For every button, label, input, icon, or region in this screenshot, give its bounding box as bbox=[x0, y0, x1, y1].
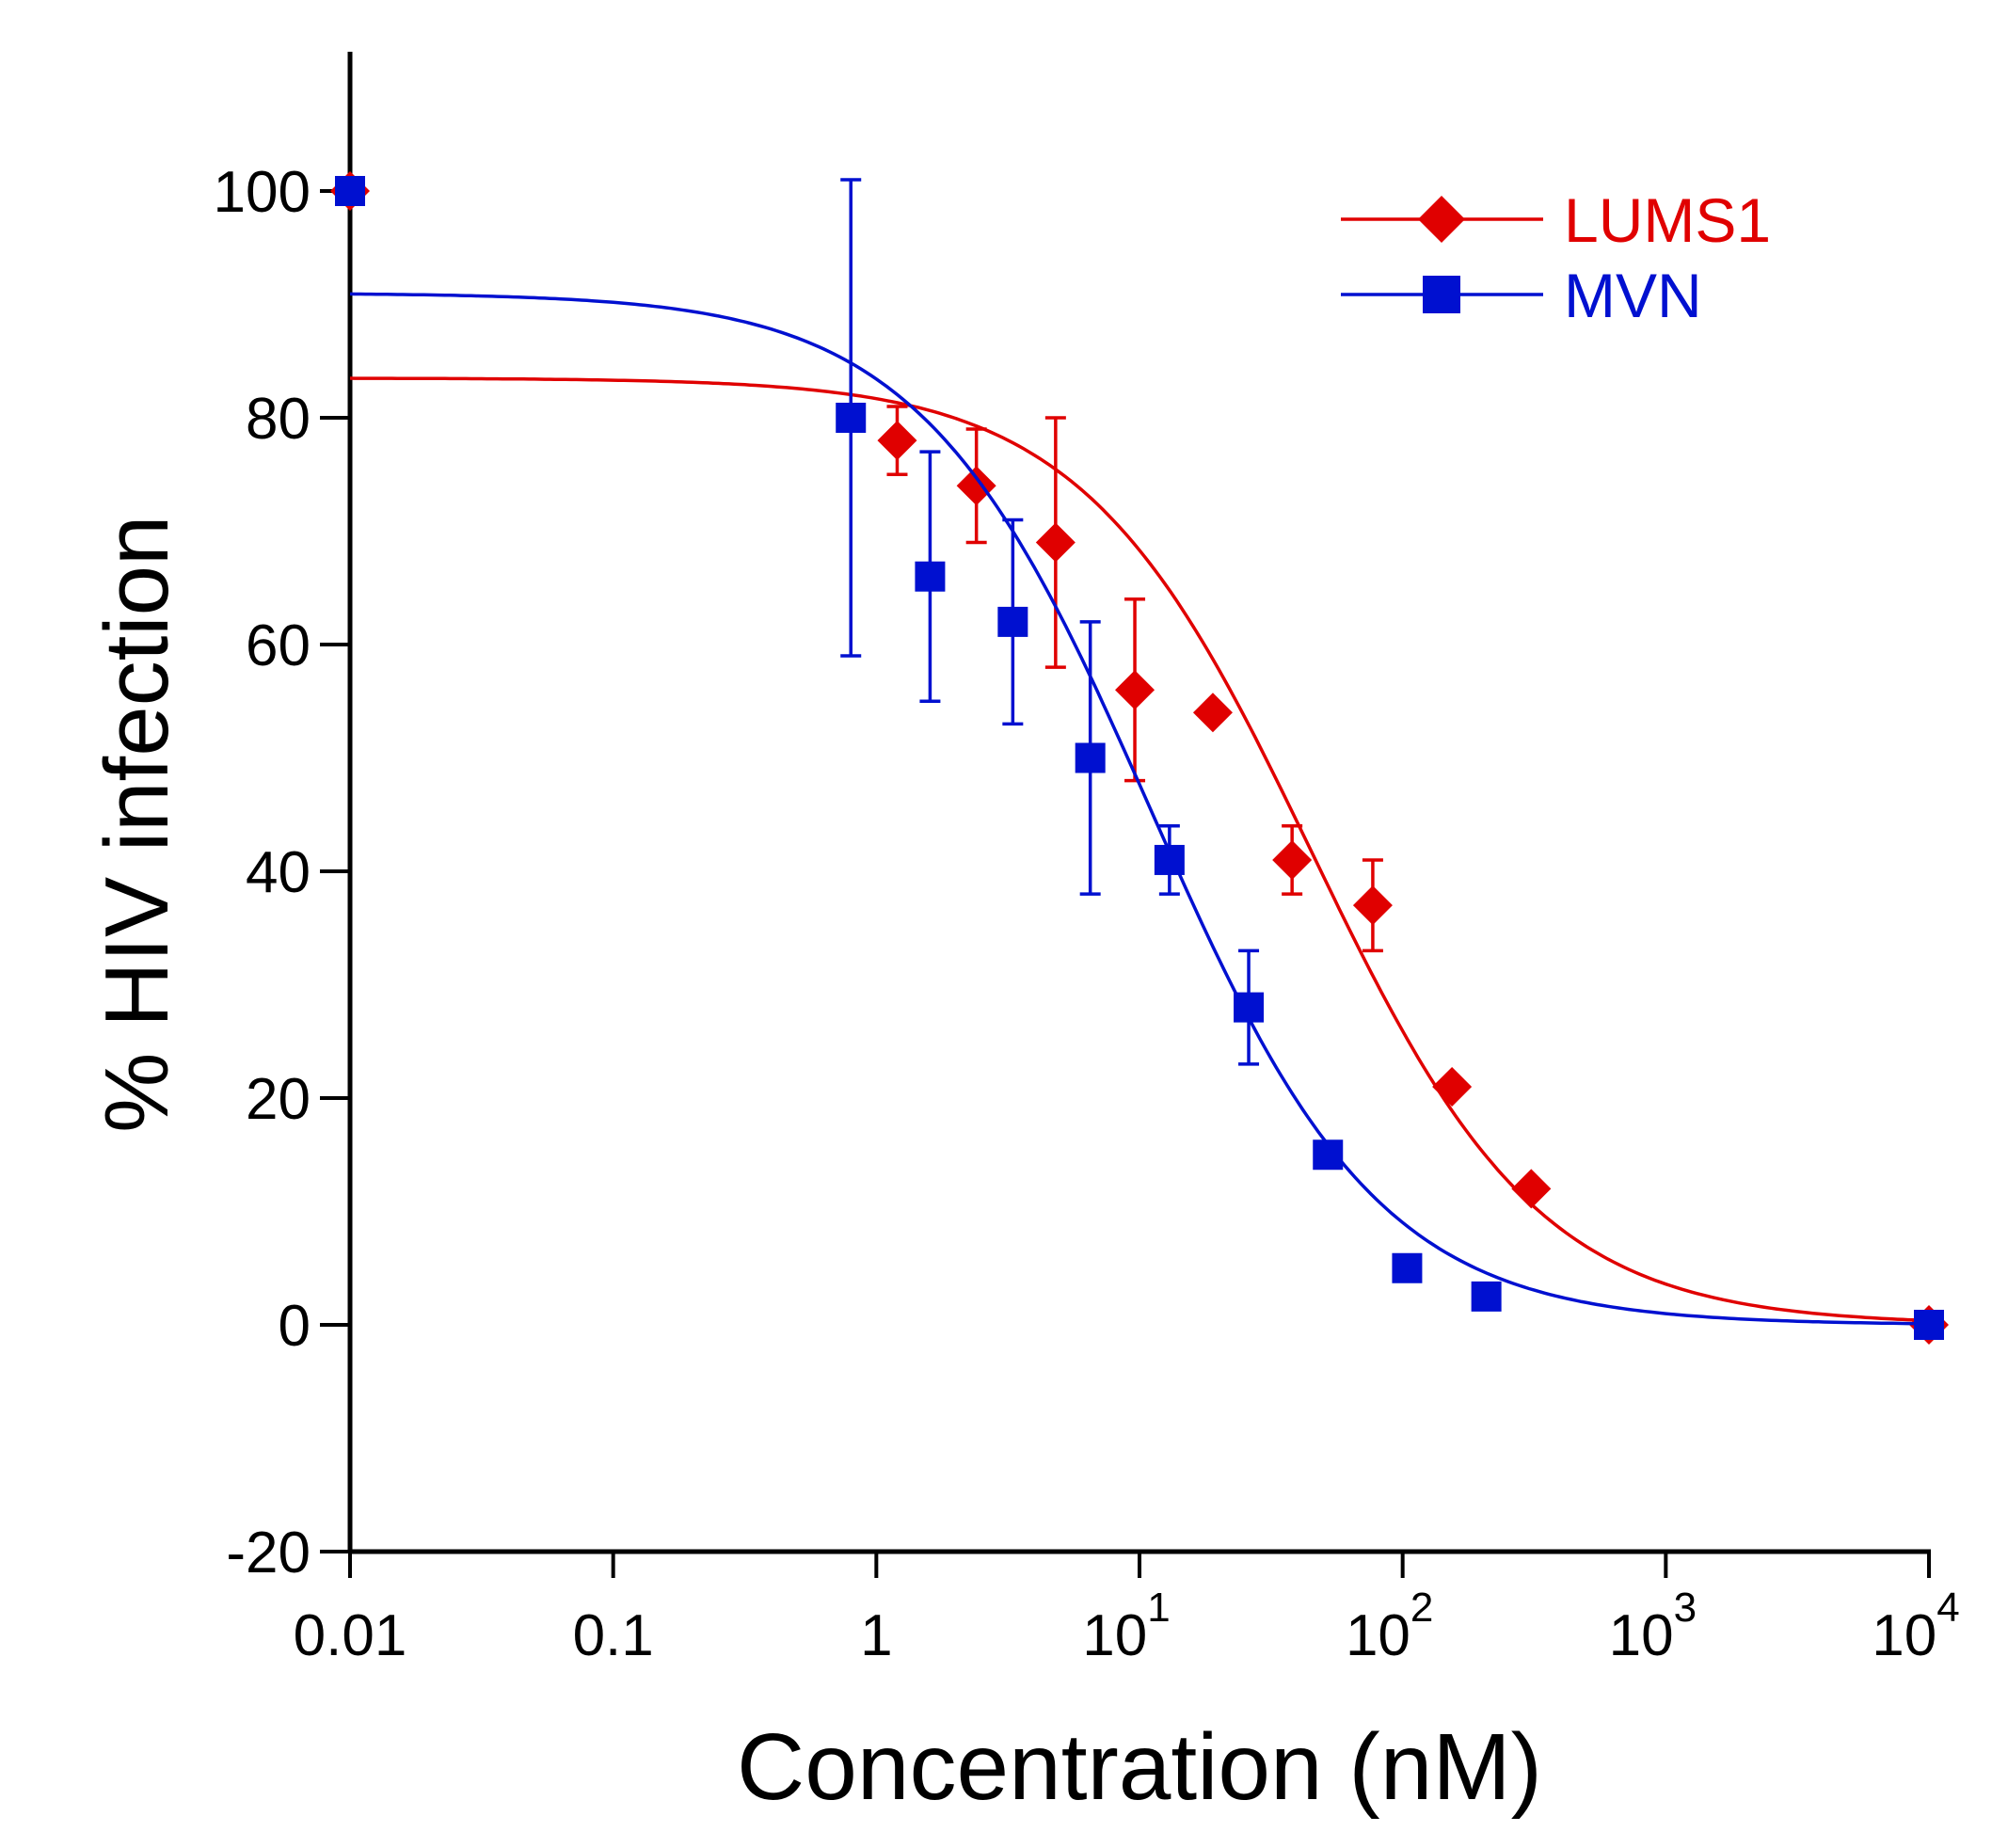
data-point-mvn bbox=[997, 606, 1028, 637]
data-point-mvn bbox=[1234, 992, 1265, 1023]
y-tick-label: 0 bbox=[279, 1294, 311, 1359]
data-point-mvn bbox=[1154, 844, 1185, 875]
data-point-lums1 bbox=[1352, 885, 1393, 926]
x-tick-label: 0.1 bbox=[573, 1603, 654, 1668]
x-tick-label: 0.01 bbox=[294, 1603, 407, 1668]
data-point-mvn bbox=[1392, 1252, 1423, 1283]
fit-curve-mvn bbox=[349, 292, 1930, 1326]
y-tick-label: -20 bbox=[226, 1521, 311, 1585]
fit-curve-lums1 bbox=[349, 376, 1930, 1323]
legend-item-mvn: MVN bbox=[1341, 261, 1702, 330]
y-tick-label: 40 bbox=[246, 840, 311, 905]
data-point-lums1 bbox=[1115, 670, 1155, 710]
y-tick-label: 100 bbox=[214, 160, 311, 225]
data-point-mvn bbox=[836, 403, 867, 433]
x-tick-label: 102 bbox=[1346, 1585, 1433, 1668]
x-tick-label: 1 bbox=[860, 1603, 892, 1668]
legend-label: LUMS1 bbox=[1564, 185, 1771, 255]
legend-item-lums1: LUMS1 bbox=[1341, 185, 1771, 255]
data-point-mvn bbox=[1075, 742, 1106, 773]
x-axis-title: Concentration (nM) bbox=[737, 1714, 1542, 1820]
data-point-lums1 bbox=[1192, 693, 1233, 733]
data-point-lums1 bbox=[1272, 839, 1313, 880]
data-point-lums1 bbox=[956, 466, 996, 506]
data-point-mvn bbox=[335, 176, 365, 206]
legend-marker bbox=[1418, 196, 1465, 243]
y-tick-label: 80 bbox=[246, 387, 311, 452]
x-axis: 0.01 0.1 1 101 102 103 104 bbox=[294, 1549, 1960, 1668]
legend-label: MVN bbox=[1564, 261, 1702, 330]
data-point-mvn bbox=[915, 561, 946, 592]
legend-marker bbox=[1423, 276, 1460, 313]
y-tick-label: 60 bbox=[246, 613, 311, 678]
x-tick-label: 101 bbox=[1082, 1585, 1170, 1668]
data-point-lums1 bbox=[1432, 1066, 1473, 1107]
data-point-mvn bbox=[1313, 1139, 1344, 1171]
series-lums1 bbox=[330, 171, 1949, 1345]
data-point-lums1 bbox=[877, 421, 917, 461]
y-axis: -20 0 20 40 60 80 100 bbox=[214, 52, 353, 1585]
data-point-mvn bbox=[1914, 1310, 1944, 1340]
series-layer bbox=[330, 171, 1949, 1345]
y-axis-title: % HIV infection bbox=[87, 516, 187, 1133]
data-point-mvn bbox=[1471, 1281, 1502, 1312]
x-tick-label: 103 bbox=[1609, 1585, 1697, 1668]
x-tick-label: 104 bbox=[1872, 1585, 1959, 1668]
data-point-lums1 bbox=[1511, 1169, 1552, 1209]
y-tick-label: 20 bbox=[246, 1067, 311, 1132]
series-mvn bbox=[335, 176, 1944, 1340]
data-point-lums1 bbox=[1035, 522, 1076, 563]
